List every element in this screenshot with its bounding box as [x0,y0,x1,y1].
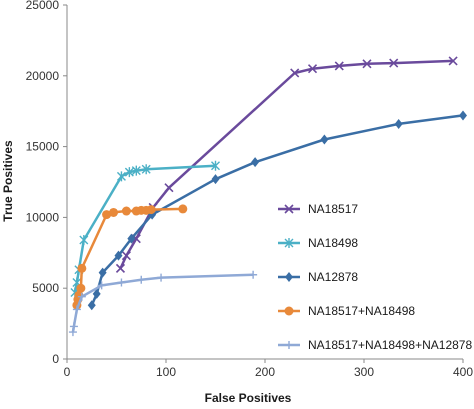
data-point [137,275,146,284]
legend-label: NA18498 [308,236,358,250]
data-point [178,204,188,214]
data-point [164,183,174,193]
data-point [114,250,123,261]
y-tick-label: 5000 [32,281,59,295]
legend-swatch-marker [285,341,293,349]
data-point [98,267,107,278]
series-5 [68,270,258,337]
data-point [251,157,260,168]
data-point [116,171,126,182]
data-point [121,206,131,216]
data-point [362,59,372,69]
series-4 [72,204,188,310]
data-point [448,56,458,66]
legend-swatch-marker [284,306,294,316]
data-point [109,207,119,217]
data-point [320,134,329,145]
data-point [290,68,300,78]
data-point [307,64,318,74]
y-tick-label: 20000 [26,69,60,83]
legend-label: NA18517+NA18498 [308,304,415,318]
data-point [146,205,156,215]
y-tick-label: 25000 [26,0,60,12]
y-axis-title: True Positives [1,140,15,222]
x-tick-label: 400 [453,365,473,379]
x-tick-label: 0 [64,365,71,379]
data-point [334,61,344,71]
y-tick-label: 10000 [26,210,60,224]
data-point [77,263,87,273]
data-point [77,292,86,301]
legend-swatch-marker [285,272,293,282]
data-point [102,210,112,220]
data-point [72,305,81,314]
data-point [131,165,141,176]
data-point [76,283,86,293]
series-3 [87,110,467,311]
x-tick-label: 300 [354,365,374,379]
data-point [459,110,467,121]
data-point [157,273,166,282]
data-point [249,270,258,279]
legend-item: NA12878 [278,270,358,284]
legend-swatch-marker [284,238,294,248]
y-tick-label: 0 [52,352,59,366]
data-point [211,160,220,171]
data-point [211,174,220,185]
data-point [87,300,96,311]
data-point [117,278,126,287]
data-point [97,281,106,290]
data-point [141,164,151,175]
legend-swatch-marker [284,204,294,214]
legend-label: NA18517 [308,202,358,216]
series-1 [115,56,458,273]
data-point [69,322,78,331]
y-tick-label: 15000 [26,140,60,154]
legend-item: NA18498 [278,236,358,250]
legend-label: NA12878 [308,270,358,284]
series-group [68,56,467,337]
legend-item: NA18517 [278,202,358,216]
data-point [79,235,89,246]
legend: NA18517 NA18498 NA12878 NA18517+NA18498 NA18… [278,202,472,352]
data-point [121,251,131,261]
data-point [115,263,126,273]
legend-label: NA18517+NA18498+NA12878 [308,338,472,352]
legend-item: NA18517+NA18498+NA12878 [278,338,472,352]
data-point [68,328,77,337]
data-point [124,167,134,178]
data-point [92,288,101,299]
x-axis-title: False Positives [205,391,292,405]
legend-item: NA18517+NA18498 [278,304,415,318]
tick-labels: 0 100 200 300 400 0 5000 10000 15000 20000 25000 [26,0,474,379]
x-tick-label: 100 [156,365,176,379]
series-line [119,59,454,269]
data-point [389,58,399,68]
series-line [73,164,216,293]
axes [63,4,464,363]
data-point [394,118,403,129]
x-tick-label: 200 [255,365,275,379]
data-point [127,233,136,244]
